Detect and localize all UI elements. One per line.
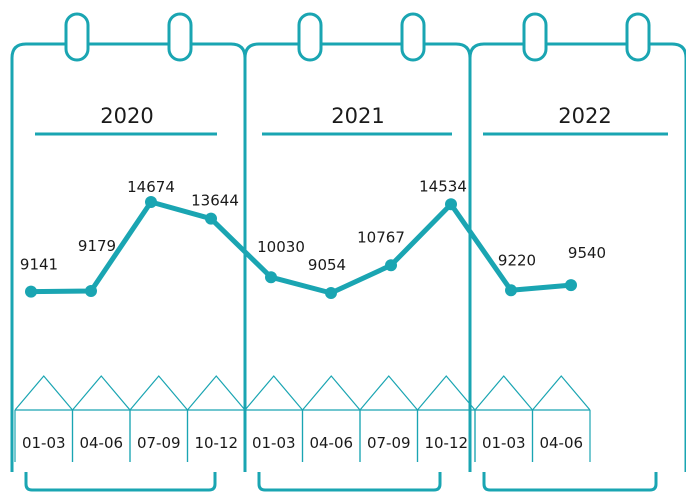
tick-roof [359,375,418,411]
data-point [385,259,397,272]
tick-roof [417,375,476,411]
binder-ring-icon [64,12,90,62]
data-point [25,285,37,298]
data-point [85,284,97,297]
data-point [265,271,277,284]
tick-roof [302,375,361,411]
tick-roof [474,375,533,411]
series-line [28,199,574,296]
binder-ring-icon [522,12,548,62]
data-label: 14534 [419,177,467,195]
binder-ring-icon [297,12,323,62]
data-label: 10767 [357,228,405,246]
tick-roof [72,375,131,411]
tick-label: 10-12 [194,434,238,452]
data-point [325,287,337,299]
binder-ring-icon [400,12,426,62]
data-point [505,284,517,297]
data-label: 13644 [191,192,239,210]
tick-row: 01-03 04-06 07-09 10-12 01-03 04-06 07-09 10-12… [14,375,591,462]
tick-roof [244,375,303,411]
tick-label: 01-03 [252,434,296,452]
data-label: 9179 [78,237,116,255]
data-point [145,196,157,208]
data-label: 14674 [127,178,175,196]
year-label-2020: 2020 [100,104,153,128]
binder-ring-icon [625,12,651,62]
tick-label: 01-03 [482,434,526,452]
tick-label: 01-03 [22,434,66,452]
year-label-2022: 2022 [558,104,611,128]
tick-label: 04-06 [539,434,583,452]
tick-roof [14,375,73,411]
data-point [205,212,217,225]
data-point [445,198,457,211]
year-label-2021: 2021 [331,104,384,128]
calendar-pages: 2020 2021 2022 [10,12,686,492]
tick-roof [187,375,246,411]
tick-label: 10-12 [424,434,468,452]
data-label: 10030 [257,238,305,256]
tick-label: 07-09 [367,434,411,452]
data-label: 9054 [308,256,346,274]
data-label: 9141 [20,256,58,274]
binder-ring-icon [167,12,193,62]
tick-roof [129,375,188,411]
tick-roof [532,375,591,411]
calendar-page-tab [257,472,442,492]
tick-label: 04-06 [79,434,123,452]
calendar-page-frame [468,42,686,472]
calendar-page-tab [482,472,658,492]
data-label: 9220 [498,251,536,269]
tick-label: 07-09 [137,434,181,452]
tick-label: 04-06 [309,434,353,452]
calendar-page-tab [24,472,217,492]
data-label: 9540 [568,244,606,262]
data-point [565,279,577,292]
